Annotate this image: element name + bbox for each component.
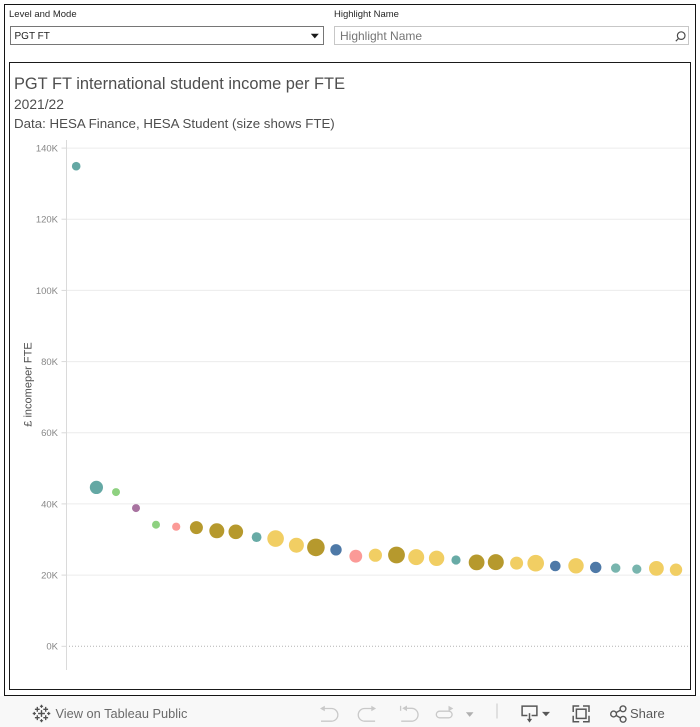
svg-text:100K: 100K bbox=[36, 286, 59, 297]
svg-text:60K: 60K bbox=[41, 428, 59, 439]
svg-text:20K: 20K bbox=[41, 571, 59, 582]
svg-text:0K: 0K bbox=[46, 642, 58, 653]
svg-text:40K: 40K bbox=[41, 499, 59, 510]
svg-text:120K: 120K bbox=[36, 215, 59, 226]
svg-text:80K: 80K bbox=[41, 357, 59, 368]
svg-text:140K: 140K bbox=[36, 144, 59, 155]
svg-text:£ incomeper FTE: £ incomeper FTE bbox=[23, 342, 35, 426]
